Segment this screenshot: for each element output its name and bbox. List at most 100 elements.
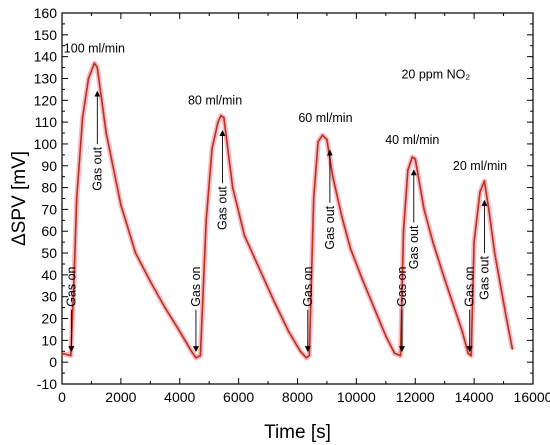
y-tick-label: 80 [41, 180, 57, 196]
data-point [308, 354, 311, 357]
data-point [211, 147, 213, 150]
y-tick-label: 70 [41, 201, 57, 217]
data-point [340, 215, 343, 217]
data-point [195, 357, 197, 359]
x-tick-label: 4000 [164, 389, 195, 405]
data-point [149, 280, 152, 283]
y-tick-label: 50 [41, 245, 57, 261]
data-point [205, 219, 208, 222]
data-point [105, 132, 107, 134]
x-tick-label: 2000 [105, 389, 136, 405]
gas-on-label: Gas on [395, 266, 409, 306]
data-point [483, 180, 486, 182]
data-point [134, 252, 137, 254]
data-point [493, 252, 496, 254]
data-point [479, 191, 481, 193]
x-tick-label: 16000 [514, 389, 550, 405]
data-point [93, 62, 96, 64]
data-point [96, 66, 99, 69]
data-point [473, 241, 475, 243]
series-line [61, 62, 514, 359]
data-point [217, 121, 219, 123]
y-tick-label: 30 [41, 289, 57, 305]
data-point [70, 354, 72, 357]
data-point [190, 350, 193, 353]
x-axis-title: Time [s] [264, 422, 331, 443]
flow-rate-label: 20 ml/min [453, 159, 507, 173]
data-point [499, 284, 502, 287]
data-point [402, 230, 405, 233]
data-point [488, 208, 490, 211]
data-point [414, 158, 417, 161]
data-point [305, 357, 308, 359]
y-tick-label: 0 [49, 354, 57, 370]
y-tick-label: 10 [41, 332, 57, 348]
gas-on-label: Gas on [463, 266, 477, 306]
data-point [321, 134, 324, 137]
data-point [467, 352, 470, 355]
y-tick-label: 110 [35, 114, 58, 130]
series-glow [61, 60, 515, 361]
y-tick-label: -10 [37, 376, 57, 392]
data-point [332, 175, 334, 178]
y-tick-label: 60 [41, 223, 57, 239]
gas-out-label: Gas out [90, 146, 104, 190]
data-point [312, 197, 315, 200]
x-tick-label: 14000 [455, 389, 494, 405]
data-point [411, 156, 414, 158]
data-point [361, 278, 364, 281]
data-point [72, 284, 75, 287]
y-tick-label: 120 [34, 92, 58, 108]
data-point [258, 267, 261, 270]
gas-out-label: Gas out [477, 256, 491, 300]
axes: 0 2000 4000 6000 8000 10000 12000 14000 16000 -10… [34, 5, 550, 405]
concentration-label: 20 ppm NO₂ [401, 67, 470, 81]
y-tick-label: 150 [34, 27, 58, 43]
y-tick-label: 130 [34, 70, 58, 86]
data-point [220, 114, 222, 117]
y-tick-label: 40 [41, 267, 57, 283]
gas-on-label: Gas on [64, 266, 78, 306]
data-point [81, 116, 84, 119]
x-tick-label: 12000 [396, 389, 435, 405]
data-point [287, 330, 290, 333]
data-point [178, 330, 181, 333]
data-point [273, 300, 275, 302]
flow-rate-label: 80 ml/min [188, 94, 242, 108]
flow-rate-label: 100 ml/min [64, 41, 125, 55]
data-point [455, 313, 458, 315]
data-point [511, 348, 514, 350]
data-point [443, 278, 446, 281]
data-point [299, 350, 302, 353]
flow-rate-label: 60 ml/min [298, 111, 352, 125]
data-point [223, 116, 225, 119]
x-tick-label: 10000 [337, 389, 376, 405]
data-point [373, 306, 375, 309]
data-point [75, 197, 78, 200]
data-point [423, 208, 425, 211]
gas-on-label: Gas on [189, 266, 203, 306]
data-point [317, 140, 319, 143]
y-tick-label: 20 [41, 311, 57, 327]
data-point [393, 352, 396, 355]
x-tick-label: 8000 [282, 389, 313, 405]
series [61, 60, 515, 361]
data-point [231, 186, 234, 189]
data-point [407, 169, 409, 171]
data-point [199, 354, 202, 357]
gas-on-label: Gas on [301, 266, 315, 306]
gas-out-label: Gas out [323, 205, 337, 249]
y-axis-title: ΔSPV [mV] [9, 151, 30, 246]
data-point [385, 335, 387, 337]
data-point [87, 77, 90, 80]
y-tick-label: 100 [34, 136, 58, 152]
gas-out-label: Gas out [215, 186, 229, 230]
data-point [120, 204, 122, 206]
gas-out-label: Gas out [407, 225, 421, 269]
data-point [243, 234, 246, 237]
data-point [505, 317, 508, 320]
data-point [470, 354, 472, 357]
data-point [61, 352, 63, 355]
y-tick-label: 140 [34, 49, 58, 65]
